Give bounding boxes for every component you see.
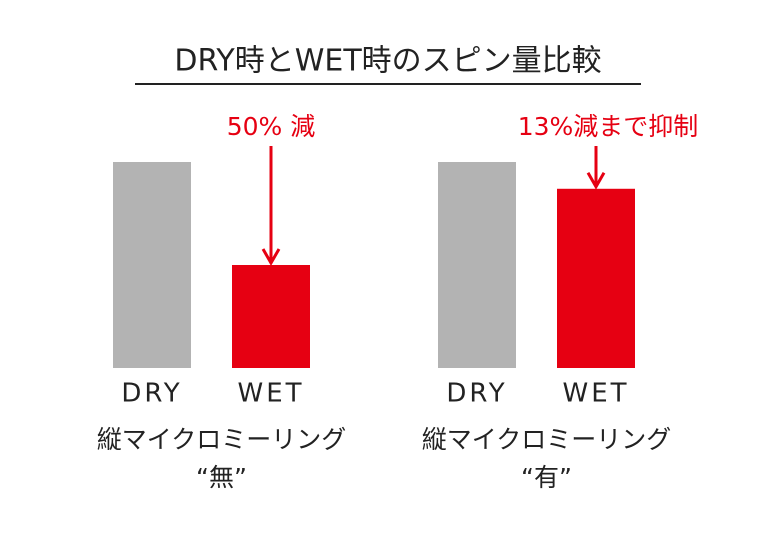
arrow-head bbox=[261, 248, 281, 267]
group-label: 縦マイクロミーリング bbox=[422, 425, 672, 454]
x-tick-label: DRY bbox=[446, 379, 507, 409]
group-label: 縦マイクロミーリング bbox=[97, 425, 347, 454]
chart-title: DRY時とWET時のスピン量比較 bbox=[174, 44, 601, 79]
bar bbox=[232, 265, 310, 368]
x-tick-label: WET bbox=[237, 379, 304, 409]
group-label: “無” bbox=[196, 463, 247, 492]
bar bbox=[438, 162, 516, 368]
arrow-head bbox=[586, 172, 606, 190]
x-tick-label: DRY bbox=[121, 379, 182, 409]
group-label: “有” bbox=[521, 463, 572, 492]
annotation: 50% 減 bbox=[227, 112, 316, 141]
annotation: 13%減まで抑制 bbox=[518, 112, 699, 141]
bar bbox=[557, 188, 635, 368]
x-tick-label: WET bbox=[562, 379, 629, 409]
bar bbox=[113, 162, 191, 368]
